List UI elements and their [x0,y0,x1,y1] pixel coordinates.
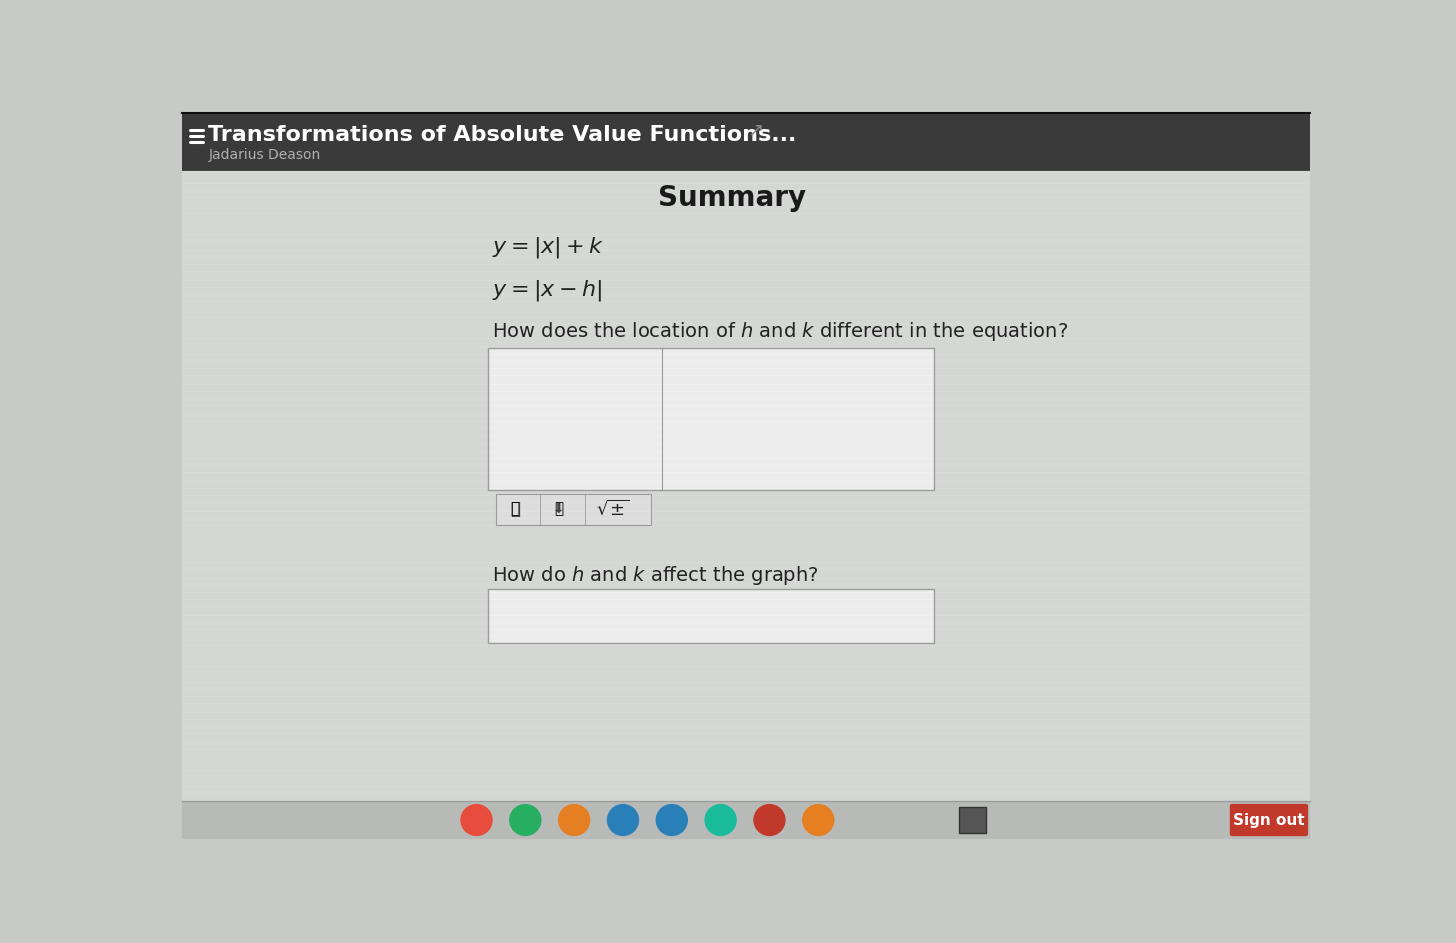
Text: $y = |x| + k$: $y = |x| + k$ [492,236,604,260]
Text: How do $h$ and $k$ affect the graph?: How do $h$ and $k$ affect the graph? [492,564,818,587]
Circle shape [462,804,492,835]
Bar [958,807,987,833]
Text: 🖼: 🖼 [511,502,520,517]
Bar [182,801,1310,839]
Text: Transformations of Absolute Value Functions...: Transformations of Absolute Value Functi… [208,124,796,144]
Bar [182,113,1310,171]
Circle shape [705,804,737,835]
Text: $\sqrt{\pm}$: $\sqrt{\pm}$ [596,499,629,519]
Text: Jadarius Deason: Jadarius Deason [208,148,320,162]
Text: 🎙: 🎙 [555,502,563,517]
Text: Sign out: Sign out [1233,813,1305,828]
Circle shape [510,804,540,835]
Circle shape [754,804,785,835]
Text: $y = |x - h|$: $y = |x - h|$ [492,278,601,303]
Text: ↗: ↗ [747,121,764,140]
Circle shape [607,804,639,835]
Circle shape [559,804,590,835]
Circle shape [657,804,687,835]
Bar [496,494,651,525]
Bar [488,589,933,643]
Text: How does the location of $h$ and $k$ different in the equation?: How does the location of $h$ and $k$ dif… [492,320,1069,342]
Text: Summary: Summary [658,184,807,212]
Text: ⬇: ⬇ [553,502,565,516]
FancyBboxPatch shape [1230,803,1307,836]
Circle shape [802,804,834,835]
Text: ⬜: ⬜ [510,500,520,518]
Bar [488,348,933,490]
